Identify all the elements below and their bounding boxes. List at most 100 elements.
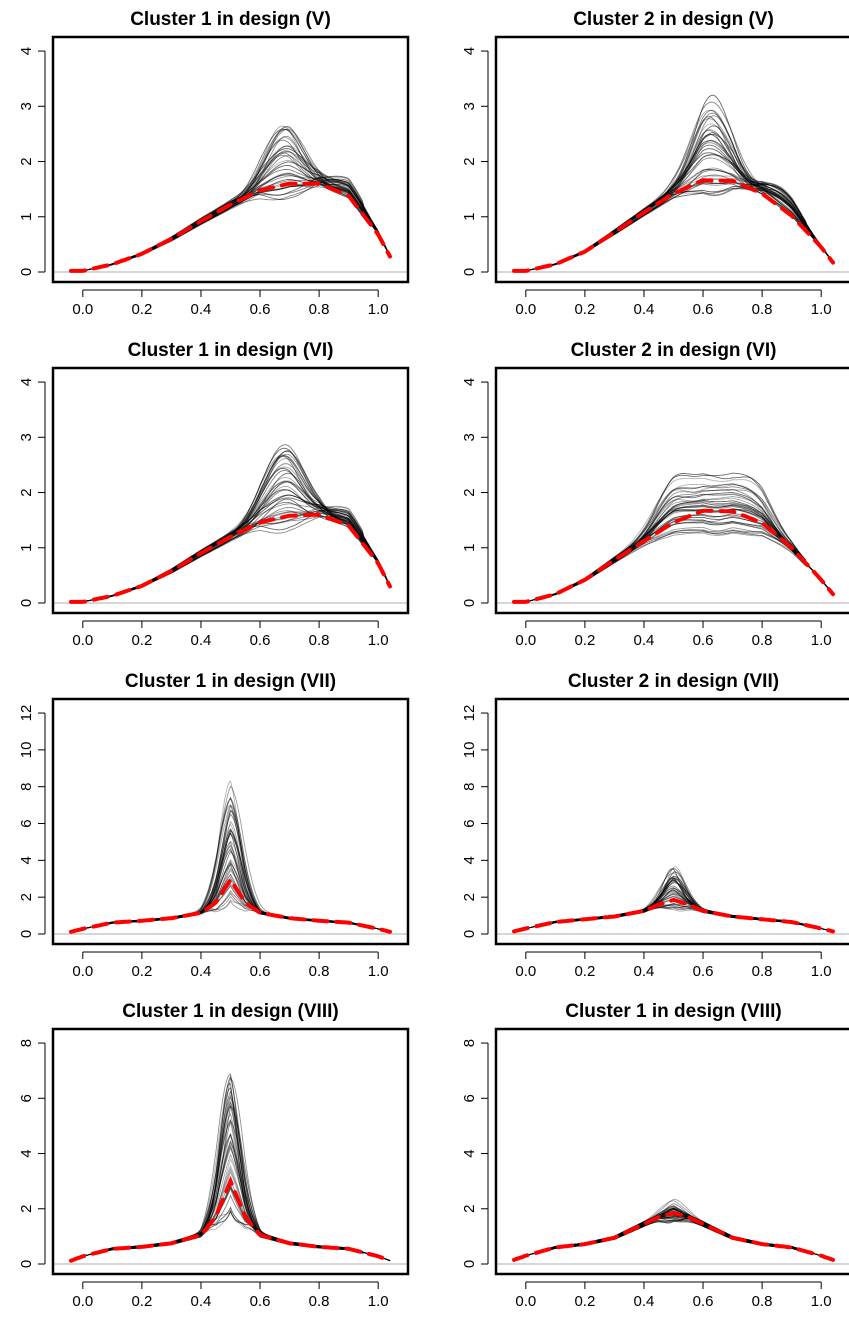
sample-curve	[71, 126, 391, 272]
x-tick-label: 0.2	[574, 1293, 595, 1310]
y-tick-label: 6	[18, 819, 35, 827]
y-tick-label: 4	[461, 1149, 478, 1157]
sample-curve	[71, 151, 391, 272]
sample-curve	[71, 183, 391, 272]
sample-curve	[513, 1215, 834, 1261]
y-tick-label: 0	[18, 268, 35, 276]
y-tick-label: 4	[461, 378, 478, 386]
panel-1: Cluster 1 in design (V) 0.0 0.2 0.4 0.6 0.8 1.…	[18, 9, 410, 318]
plot-frame	[51, 697, 410, 946]
mean-curve	[69, 181, 392, 273]
sample-curve	[70, 1133, 391, 1262]
y-tick-label: 8	[18, 1039, 35, 1047]
sample-curve	[70, 780, 391, 933]
sample-curve	[70, 785, 391, 933]
x-tick-label: 1.0	[368, 963, 389, 980]
x-tick-label: 0.6	[250, 632, 271, 649]
sample-curve	[514, 502, 834, 603]
sample-curve	[514, 508, 834, 603]
sample-curve	[71, 503, 391, 603]
sample-curve	[514, 508, 834, 603]
x-tick-label: 0.8	[752, 963, 773, 980]
mean-curve	[69, 875, 392, 934]
y-tick-label: 2	[18, 893, 35, 901]
sample-curve	[514, 505, 834, 603]
y-tick-label: 3	[18, 102, 35, 110]
x-tick-label: 1.0	[811, 963, 832, 980]
y-tick-label: 0	[18, 1260, 35, 1268]
y-tick-label: 4	[18, 1149, 35, 1157]
sample-curve	[71, 154, 391, 272]
plot-frame	[51, 35, 410, 284]
y-tick-label: 1	[461, 544, 478, 552]
sample-curve	[70, 843, 391, 933]
sample-curve	[70, 1132, 391, 1262]
y-tick-label: 12	[461, 705, 478, 722]
sample-curve	[71, 454, 391, 603]
x-tick-label: 0.4	[191, 301, 212, 318]
sample-curve	[71, 148, 391, 272]
sample-curve	[71, 151, 391, 272]
curves	[512, 1198, 835, 1262]
y-tick-label: 2	[461, 488, 478, 496]
sample-curve	[513, 1216, 834, 1261]
sample-curve	[71, 183, 391, 272]
sample-curve	[513, 1217, 834, 1261]
y-tick-label: 0	[461, 930, 478, 938]
x-tick-label: 0.6	[693, 1293, 714, 1310]
y-tick-label: 4	[18, 47, 35, 55]
sample-curve	[71, 183, 391, 272]
curves	[512, 94, 835, 273]
sample-curve	[513, 1220, 834, 1261]
curves	[69, 125, 392, 273]
x-tick-label: 0.4	[634, 632, 655, 649]
sample-curve	[514, 157, 834, 272]
x-tick-label: 0.2	[131, 301, 152, 318]
panel-title: Cluster 1 in design (VIII)	[565, 1001, 781, 1022]
curves	[69, 780, 392, 934]
x-tick-label: 0.4	[634, 963, 655, 980]
y-tick-label: 3	[461, 433, 478, 441]
sample-curve	[71, 511, 391, 603]
curves	[512, 472, 835, 604]
x-tick-label: 0.6	[693, 301, 714, 318]
x-tick-label: 0.0	[515, 301, 536, 318]
x-tick-label: 1.0	[368, 632, 389, 649]
panel-6: Cluster 2 in design (VII) 0.0 0.2 0.4 0.6 0.8…	[461, 671, 849, 980]
y-tick-label: 8	[461, 783, 478, 791]
x-tick-label: 0.0	[515, 963, 536, 980]
sample-curve	[70, 1146, 391, 1262]
y-tick-label: 6	[461, 819, 478, 827]
sample-curve	[70, 892, 391, 933]
sample-curve	[513, 1217, 834, 1261]
sample-curve	[71, 182, 391, 272]
x-tick-label: 0.2	[574, 963, 595, 980]
panel-8: Cluster 1 in design (VIII) 0.0 0.2 0.4 0.6 0.…	[461, 1001, 849, 1310]
sample-curve	[70, 899, 391, 933]
y-tick-label: 10	[461, 742, 478, 759]
sample-curve	[514, 500, 834, 603]
sample-curve	[513, 1217, 834, 1261]
x-tick-label: 0.6	[693, 632, 714, 649]
x-tick-label: 0.6	[250, 963, 271, 980]
y-tick-label: 1	[18, 544, 35, 552]
x-tick-label: 1.0	[368, 1293, 389, 1310]
panel-5: Cluster 1 in design (VII) 0.0 0.2 0.4 0.6 0.8…	[18, 671, 410, 980]
y-tick-label: 4	[461, 856, 478, 864]
sample-curve	[514, 508, 834, 603]
plot-frame	[51, 366, 410, 615]
panel-2: Cluster 2 in design (V) 0.0 0.2 0.4 0.6 0.8 1.…	[461, 9, 849, 318]
mean-curve	[69, 1175, 392, 1263]
sample-curve	[71, 155, 391, 272]
y-tick-label: 0	[461, 599, 478, 607]
sample-curve	[71, 481, 391, 603]
sample-curve	[71, 485, 391, 603]
y-tick-label: 8	[18, 783, 35, 791]
x-tick-label: 0.0	[72, 963, 93, 980]
x-tick-label: 0.0	[72, 632, 93, 649]
x-tick-label: 0.8	[752, 632, 773, 649]
y-tick-label: 2	[461, 893, 478, 901]
y-tick-label: 4	[18, 378, 35, 386]
plot-frame	[494, 697, 849, 946]
y-tick-label: 0	[18, 930, 35, 938]
